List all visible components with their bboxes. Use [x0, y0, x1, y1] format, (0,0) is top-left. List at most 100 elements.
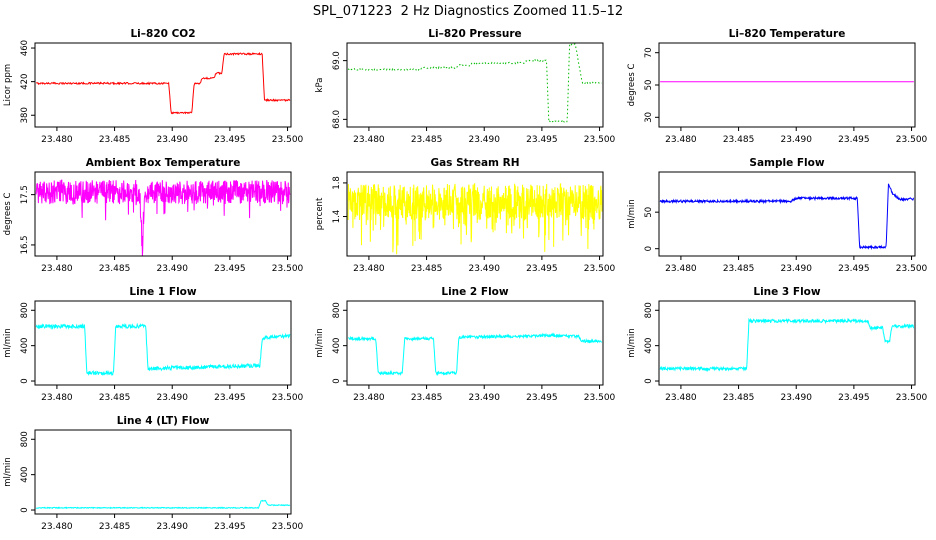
y-axis-label: Licor ppm — [3, 64, 13, 106]
x-tick-label: 23.500 — [896, 393, 928, 403]
x-tick-label: 23.485 — [723, 135, 755, 145]
x-tick-label: 23.495 — [214, 264, 246, 274]
y-axis-label: ml/min — [627, 328, 637, 358]
x-tick-label: 23.495 — [526, 135, 558, 145]
x-tick-label: 23.490 — [156, 393, 188, 403]
chart-title: Gas Stream RH — [430, 157, 519, 169]
x-tick-label: 23.495 — [526, 393, 558, 403]
chart-panel-1: Li–820 Pressure kPa 23.480 23.485 23.490 23.4… — [315, 28, 616, 145]
x-tick-label: 23.485 — [99, 264, 131, 274]
chart-panel-9: Line 4 (LT) Flow ml/min 23.480 23.485 23.490… — [3, 415, 304, 532]
x-tick-label: 23.500 — [584, 393, 616, 403]
y-tick-label: 460 — [20, 40, 30, 56]
x-tick-label: 23.500 — [272, 135, 304, 145]
y-tick-label: 800 — [20, 431, 30, 447]
x-tick-label: 23.495 — [838, 135, 870, 145]
x-tick-label: 23.495 — [838, 393, 870, 403]
x-tick-label: 23.490 — [780, 135, 812, 145]
x-tick-label: 23.480 — [665, 135, 697, 145]
x-tick-label: 23.490 — [780, 264, 812, 274]
x-tick-label: 23.480 — [41, 264, 73, 274]
chart-title: Sample Flow — [749, 157, 824, 169]
x-tick-label: 23.480 — [353, 264, 385, 274]
y-tick-label: 400 — [332, 338, 342, 354]
chart-panel-5: Sample Flow ml/min 23.480 23.485 23.490 23.49… — [627, 157, 928, 274]
y-tick-label: 50 — [644, 207, 654, 218]
y-tick-label: 400 — [20, 467, 30, 483]
y-tick-label: 17.5 — [20, 185, 30, 204]
plot-box — [346, 300, 604, 386]
x-tick-label: 23.480 — [353, 135, 385, 145]
x-tick-label: 23.500 — [584, 135, 616, 145]
chart-title: Line 2 Flow — [441, 286, 508, 298]
chart-panel-7: Line 2 Flow ml/min 23.480 23.485 23.490 23.49… — [315, 286, 616, 403]
y-axis-label: degrees C — [3, 193, 13, 236]
x-tick-label: 23.495 — [526, 264, 558, 274]
chart-panel-8: Line 3 Flow ml/min 23.480 23.485 23.490 23.49… — [627, 286, 928, 403]
y-tick-label: 16.5 — [20, 235, 30, 254]
chart-title: Line 3 Flow — [753, 286, 820, 298]
x-tick-label: 23.495 — [214, 135, 246, 145]
y-tick-label: 800 — [332, 302, 342, 318]
y-axis-label: ml/min — [627, 199, 637, 229]
x-tick-label: 23.485 — [99, 135, 131, 145]
plot-box — [346, 42, 604, 128]
page-title: SPL_071223 2 Hz Diagnostics Zoomed 11.5–… — [312, 4, 624, 19]
y-tick-label: 50 — [644, 80, 654, 91]
chart-title: Line 4 (LT) Flow — [117, 415, 210, 427]
x-tick-label: 23.490 — [156, 522, 188, 532]
x-tick-label: 23.500 — [272, 393, 304, 403]
y-axis-label: ml/min — [3, 457, 13, 487]
y-tick-label: 68.0 — [332, 110, 342, 129]
x-tick-label: 23.485 — [411, 393, 443, 403]
x-tick-label: 23.495 — [838, 264, 870, 274]
plot-box — [34, 300, 292, 386]
x-tick-label: 23.485 — [723, 393, 755, 403]
plot-box — [34, 171, 292, 257]
y-tick-label: 1.8 — [332, 176, 342, 190]
y-tick-label: 0 — [20, 507, 30, 512]
series-line — [659, 317, 915, 372]
x-tick-label: 23.480 — [353, 393, 385, 403]
x-tick-label: 23.490 — [780, 393, 812, 403]
plot-box — [658, 42, 916, 128]
chart-panel-4: Gas Stream RH percent 23.480 23.485 23.490 23… — [315, 157, 616, 274]
y-axis-label: ml/min — [315, 328, 325, 358]
plot-box — [34, 429, 292, 515]
chart-panel-2: Li–820 Temperature degrees C 23.480 23.485 2… — [627, 28, 928, 145]
series-line — [347, 332, 603, 376]
plot-box — [658, 300, 916, 386]
x-tick-label: 23.480 — [41, 393, 73, 403]
series-line — [35, 322, 291, 376]
x-tick-label: 23.485 — [411, 264, 443, 274]
y-axis-label: kPa — [315, 78, 325, 93]
y-tick-label: 380 — [20, 107, 30, 123]
y-tick-label: 1.4 — [332, 210, 342, 224]
x-tick-label: 23.480 — [41, 522, 73, 532]
x-tick-label: 23.500 — [896, 135, 928, 145]
y-tick-label: 400 — [20, 338, 30, 354]
y-tick-label: 69.0 — [332, 51, 342, 70]
x-tick-label: 23.485 — [723, 264, 755, 274]
y-axis-label: ml/min — [3, 328, 13, 358]
x-tick-label: 23.490 — [156, 135, 188, 145]
y-tick-label: 800 — [644, 302, 654, 318]
x-tick-label: 23.490 — [156, 264, 188, 274]
chart-panel-3: Ambient Box Temperature degrees C 23.480 23… — [3, 157, 304, 274]
x-tick-label: 23.485 — [99, 393, 131, 403]
x-tick-label: 23.500 — [272, 264, 304, 274]
y-tick-label: 800 — [20, 302, 30, 318]
y-tick-label: 400 — [644, 338, 654, 354]
y-axis-label: percent — [315, 197, 325, 230]
x-tick-label: 23.480 — [41, 135, 73, 145]
x-tick-label: 23.490 — [468, 135, 500, 145]
chart-title: Li–820 CO2 — [130, 28, 195, 40]
chart-title: Line 1 Flow — [129, 286, 196, 298]
chart-panel-6: Line 1 Flow ml/min 23.480 23.485 23.490 23.49… — [3, 286, 304, 403]
plot-box — [34, 42, 292, 128]
plot-box — [658, 171, 916, 257]
y-tick-label: 70 — [644, 47, 654, 58]
series-line — [659, 183, 915, 251]
x-tick-label: 23.495 — [214, 393, 246, 403]
